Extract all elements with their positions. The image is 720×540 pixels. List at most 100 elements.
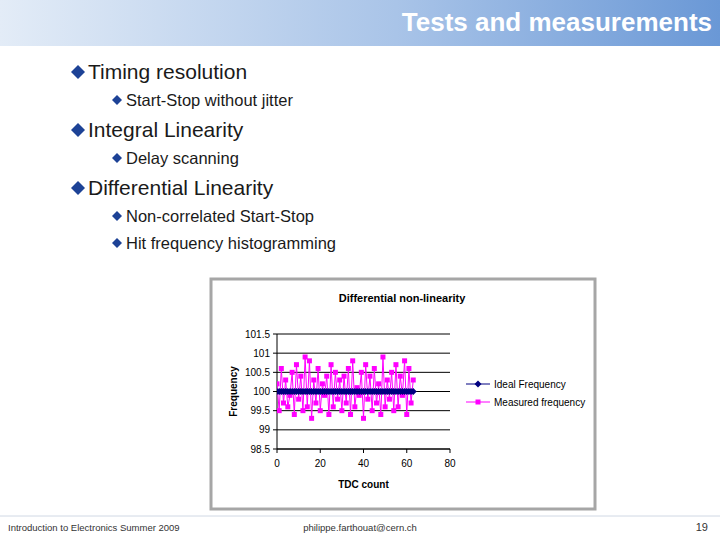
header-band [0, 0, 720, 46]
series-marker [387, 397, 392, 402]
slide-title: Tests and measurements [402, 7, 712, 37]
series-marker [402, 358, 407, 363]
series-marker [309, 416, 314, 421]
x-tick [450, 449, 451, 453]
sub-bullet-diamond [112, 95, 122, 105]
x-tick-label: 80 [444, 458, 456, 469]
series-marker [294, 362, 299, 367]
series-marker [385, 378, 390, 383]
bullet-diamond [71, 123, 85, 137]
y-tick [273, 334, 277, 335]
series-marker [311, 378, 316, 383]
bullet-diamond [71, 65, 85, 79]
slide-body: {"slide": {"title": "Tests and measureme… [0, 0, 720, 540]
series-marker [380, 355, 385, 360]
series-marker [303, 355, 308, 360]
series-marker [300, 408, 305, 413]
series-marker [313, 401, 318, 406]
y-tick [273, 353, 277, 354]
grid-line [277, 334, 450, 335]
footer-left: Introduction to Electronics Summer 2009 [8, 522, 180, 533]
series-marker [411, 378, 416, 383]
series-marker [396, 404, 401, 409]
sub-bullet-diamond [112, 153, 122, 163]
bullet-text: Timing resolution [88, 60, 247, 83]
y-tick-label: 101.5 [245, 329, 270, 340]
y-tick [273, 429, 277, 430]
series-marker [389, 370, 394, 375]
series-marker [333, 370, 338, 375]
y-tick-label: 98.5 [251, 444, 271, 455]
grid-line [277, 429, 450, 430]
y-tick-label: 100 [253, 386, 270, 397]
series-marker [307, 358, 312, 363]
chart-title: Differential non-linearity [339, 292, 466, 304]
y-tick [273, 391, 277, 392]
legend-marker [475, 381, 482, 388]
series-marker [296, 397, 301, 402]
series-marker [372, 366, 377, 371]
legend-label: Measured frequency [494, 397, 585, 408]
series-marker [320, 381, 325, 386]
data-group [277, 355, 417, 421]
series-marker [363, 362, 368, 367]
footer-rule [0, 516, 720, 517]
series-marker [383, 404, 388, 409]
series-marker [285, 404, 290, 409]
y-tick [273, 410, 277, 411]
sub-bullet-diamond [112, 238, 122, 248]
series-marker [391, 408, 396, 413]
page: Slide html, body { margin: 0; padding: 0… [0, 0, 720, 540]
x-tick-label: 60 [401, 458, 413, 469]
chart-frame [211, 279, 595, 509]
series-marker [290, 370, 295, 375]
series-marker [344, 401, 349, 406]
series-marker [316, 366, 321, 371]
x-tick [363, 449, 364, 453]
grid-line [277, 449, 450, 450]
x-tick-label: 0 [274, 458, 280, 469]
x-axis [277, 449, 450, 450]
plot-area [277, 334, 450, 449]
series-marker [361, 416, 366, 421]
x-tick-label: 20 [315, 458, 327, 469]
y-tick-label: 99.5 [251, 405, 271, 416]
series-marker [404, 412, 409, 417]
series-marker [329, 362, 334, 367]
bullet-text: Differential Linearity [88, 176, 274, 199]
series-marker [365, 397, 370, 402]
x-tick [277, 449, 278, 453]
series-marker [342, 374, 347, 379]
x-axis-label: TDC count [338, 479, 389, 490]
series-marker [326, 412, 331, 417]
series-marker [281, 401, 286, 406]
x-tick [320, 449, 321, 453]
footer-center: philippe.farthouat@cern.ch [303, 522, 417, 533]
series-marker [376, 381, 381, 386]
bullet-text: Integral Linearity [88, 118, 244, 141]
series-marker [409, 401, 414, 406]
bullet-diamond [71, 181, 85, 195]
grid-line [277, 353, 450, 354]
series-marker [331, 404, 336, 409]
series-marker [283, 378, 288, 383]
series-marker [350, 358, 355, 363]
series-marker [367, 374, 372, 379]
series-line [277, 357, 413, 418]
series-marker [277, 381, 280, 386]
series-marker [298, 374, 303, 379]
page-number: 19 [696, 521, 708, 533]
sub-bullet-diamond [112, 211, 122, 221]
series-marker [292, 412, 297, 417]
series-marker [337, 378, 342, 383]
legend-marker [476, 400, 481, 405]
series-marker [410, 388, 417, 395]
y-tick-label: 99 [259, 424, 271, 435]
sub-bullet-text: Delay scanning [126, 149, 239, 167]
series-marker [393, 362, 398, 367]
series-marker [346, 366, 351, 371]
y-tick-label: 100.5 [245, 367, 270, 378]
y-tick [273, 449, 277, 450]
x-tick [406, 449, 407, 453]
x-tick-label: 40 [358, 458, 370, 469]
